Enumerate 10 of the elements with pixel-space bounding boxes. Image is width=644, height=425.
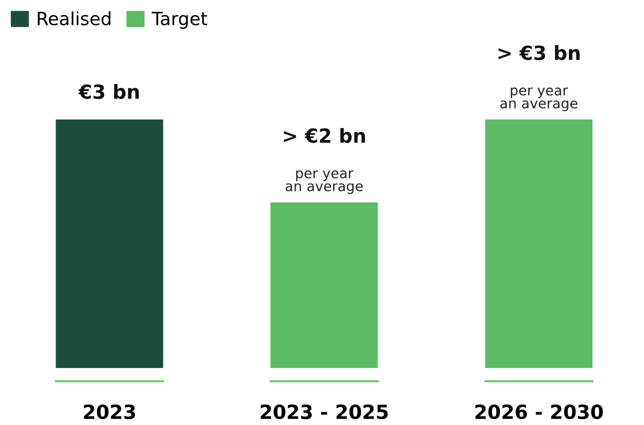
legend-label: Realised [38,11,110,26]
x-tick-label: 2023 [84,404,135,420]
annotation: per year an average [500,88,578,112]
x-tick-label: 2023 - 2025 [260,404,388,420]
data-label: > €3 bn [498,45,580,60]
x-tick-label: 2026 - 2030 [475,404,603,420]
legend-label: Target [152,12,208,29]
annotation: per year an average [286,170,363,194]
data-label: €3 bn [78,84,139,100]
data-label: > €2 bn [284,128,365,143]
